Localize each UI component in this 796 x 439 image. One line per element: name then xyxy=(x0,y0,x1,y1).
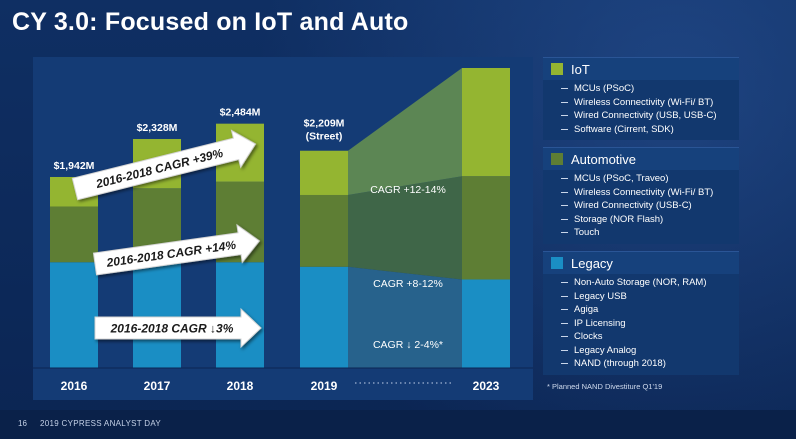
legend-item: MCUs (PSoC, Traveo) xyxy=(561,172,739,186)
event-name: 2019 CYPRESS ANALYST DAY xyxy=(40,419,162,428)
arrow-shape xyxy=(71,129,257,201)
bar-2018-legacy xyxy=(216,262,264,368)
bar-2016-automotive xyxy=(50,206,98,263)
bar-2019-automotive xyxy=(300,194,348,267)
total-label-2017: $2,328M xyxy=(137,122,178,134)
legend-automotive-header: Automotive xyxy=(543,148,739,170)
page-number: 16 xyxy=(18,419,27,428)
down-arrow-icon: ↓ xyxy=(210,322,216,336)
cagr-history-text: 2016-2018 CAGR xyxy=(110,322,210,336)
legend-item: Wired Connectivity (USB, USB-C) xyxy=(561,109,739,123)
forecast-cagr-legacy: CAGR ↓ 2-4%* xyxy=(373,339,443,351)
x-tick-2019: 2019 xyxy=(311,379,338,393)
total-label-2016: $1,942M xyxy=(54,160,95,172)
legend-iot-items: MCUs (PSoC) Wireless Connectivity (Wi-Fi… xyxy=(543,82,739,140)
footer: 16 2019 CYPRESS ANALYST DAY xyxy=(0,410,796,439)
transition-area-iot xyxy=(348,68,462,195)
legend-item: Clocks xyxy=(561,330,739,344)
cagr-history-value: 3% xyxy=(216,322,234,336)
legend-item: Storage (NOR Flash) xyxy=(561,213,739,227)
total-sublabel-2019: (Street) xyxy=(306,131,343,143)
cagr-history-label: 2016-2018 CAGR ↓3% xyxy=(110,322,234,336)
bar-2023-legacy xyxy=(462,279,510,368)
bar-2023-iot xyxy=(462,68,510,177)
legend-item: Legacy USB xyxy=(561,290,739,304)
page-title: CY 3.0: Focused on IoT and Auto xyxy=(12,8,409,36)
legend-item: Wired Connectivity (USB-C) xyxy=(561,199,739,213)
bar-2017-legacy xyxy=(133,259,181,368)
cagr-arrow-legacy: 2016-2018 CAGR ↓3% xyxy=(94,307,262,349)
bar-2023-automotive xyxy=(462,176,510,280)
arrow-shape xyxy=(92,223,261,276)
legend-automotive: Automotive MCUs (PSoC, Traveo) Wireless … xyxy=(543,147,739,244)
forecast-cagr-text: CAGR +8-12% xyxy=(373,278,443,290)
bar-2019-legacy xyxy=(300,266,348,368)
x-tick-2018: 2018 xyxy=(227,379,254,393)
x-tick-2023: 2023 xyxy=(473,379,500,393)
legend-item: Wireless Connectivity (Wi-Fi/ BT) xyxy=(561,186,739,200)
forecast-cagr-text: CAGR xyxy=(373,339,406,351)
total-label-2018: $2,484M xyxy=(220,107,261,119)
legend-automotive-items: MCUs (PSoC, Traveo) Wireless Connectivit… xyxy=(543,172,739,244)
legend-item: NAND (through 2018) xyxy=(561,357,739,371)
legend-item: IP Licensing xyxy=(561,317,739,331)
total-label-2019: $2,209M xyxy=(304,118,345,130)
chart-panel: 2016 $1,942M 2017 $2,328M 2018 $2,484M 2019 $2,… xyxy=(33,57,533,400)
legend-item: Legacy Analog xyxy=(561,344,739,358)
footnote: * Planned NAND Divestiture Q1'19 xyxy=(547,382,663,391)
down-arrow-icon: ↓ xyxy=(406,339,414,351)
bar-2016-legacy xyxy=(50,262,98,368)
transition-area-legacy xyxy=(348,266,462,368)
legend-legacy-items: Non-Auto Storage (NOR, RAM) Legacy USB A… xyxy=(543,276,739,375)
forecast-cagr-automotive: CAGR +8-12% xyxy=(373,278,443,290)
x-tick-2016: 2016 xyxy=(61,379,88,393)
arrow-shape xyxy=(94,307,262,349)
legend-legacy-title: Legacy xyxy=(571,255,613,271)
legend-iot: IoT MCUs (PSoC) Wireless Connectivity (W… xyxy=(543,57,739,140)
x-tick-2017: 2017 xyxy=(144,379,171,393)
legend-legacy-header: Legacy xyxy=(543,252,739,274)
legend-item: Software (Cirrent, SDK) xyxy=(561,123,739,137)
legend-legacy: Legacy Non-Auto Storage (NOR, RAM) Legac… xyxy=(543,251,739,375)
automotive-swatch xyxy=(551,153,563,165)
legend-iot-title: IoT xyxy=(571,61,590,77)
legend-automotive-title: Automotive xyxy=(571,151,637,167)
forecast-cagr-iot: CAGR +12-14% xyxy=(370,184,446,196)
legacy-swatch xyxy=(551,257,563,269)
forecast-cagr-text: CAGR +12-14% xyxy=(370,184,446,196)
legend-item: Agiga xyxy=(561,303,739,317)
legend-item: Non-Auto Storage (NOR, RAM) xyxy=(561,276,739,290)
iot-swatch xyxy=(551,63,563,75)
legend-item: Wireless Connectivity (Wi-Fi/ BT) xyxy=(561,96,739,110)
revenue-chart: 2016 $1,942M 2017 $2,328M 2018 $2,484M 2019 $2,… xyxy=(33,68,533,393)
legend-iot-header: IoT xyxy=(543,58,739,80)
bar-2019-iot xyxy=(300,150,348,195)
legend-item: Touch xyxy=(561,226,739,240)
forecast-cagr-value: 2-4%* xyxy=(414,339,443,351)
legend-item: MCUs (PSoC) xyxy=(561,82,739,96)
transition-area-automotive xyxy=(348,176,462,280)
